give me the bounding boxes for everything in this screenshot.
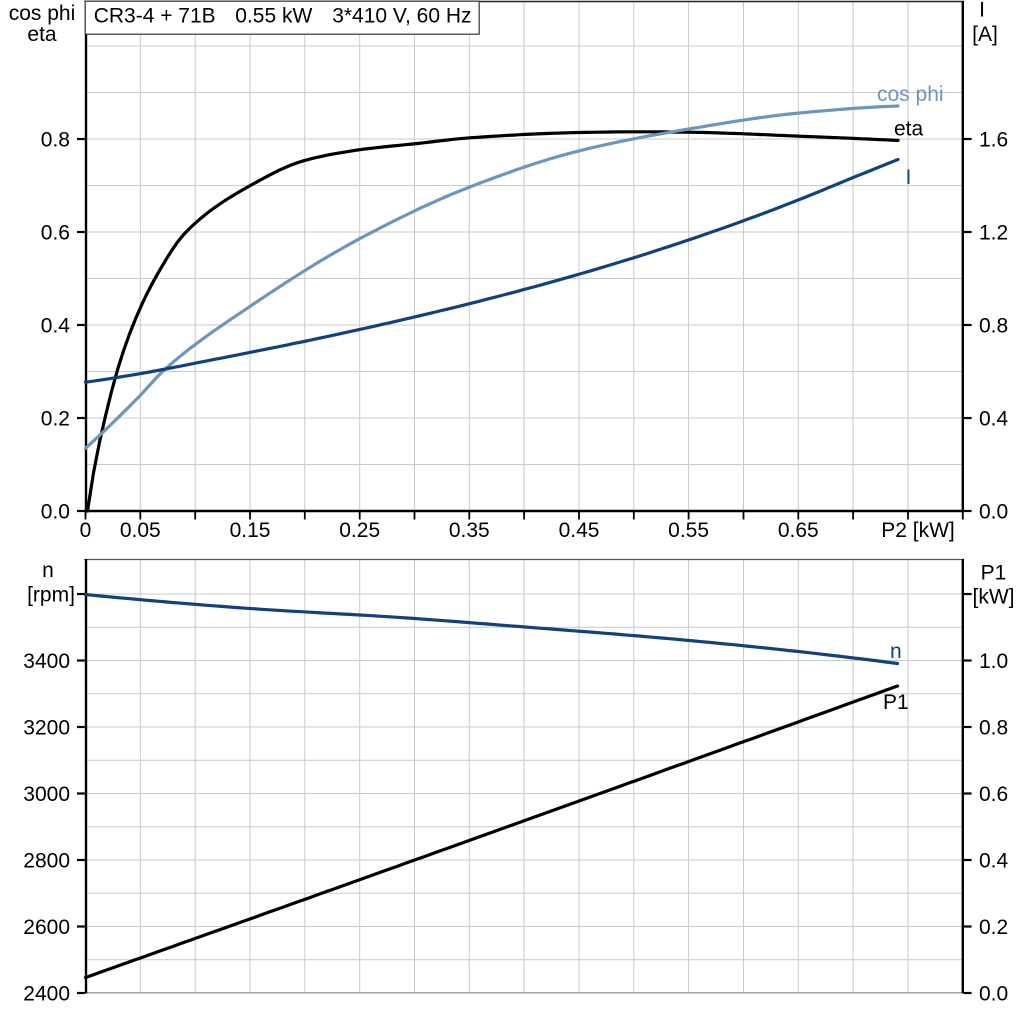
svg-text:0.15: 0.15	[230, 519, 271, 542]
svg-text:2600: 2600	[23, 916, 70, 939]
svg-text:0.2: 0.2	[979, 916, 1008, 939]
svg-text:2400: 2400	[23, 983, 70, 1006]
svg-text:1.6: 1.6	[979, 129, 1008, 152]
svg-text:eta: eta	[27, 23, 57, 46]
svg-text:P1: P1	[981, 562, 1007, 585]
svg-text:0.6: 0.6	[979, 783, 1008, 806]
svg-text:3400: 3400	[23, 650, 70, 673]
svg-text:0.0: 0.0	[979, 501, 1008, 524]
svg-text:eta: eta	[894, 118, 924, 141]
svg-text:CR3-4 + 71B: CR3-4 + 71B	[94, 4, 216, 27]
svg-text:n: n	[890, 640, 902, 663]
svg-text:I: I	[906, 166, 912, 189]
svg-text:0.55 kW: 0.55 kW	[235, 4, 312, 27]
svg-text:1.2: 1.2	[979, 222, 1008, 245]
svg-text:0: 0	[80, 519, 92, 542]
svg-text:0.4: 0.4	[41, 315, 71, 338]
svg-text:[rpm]: [rpm]	[27, 584, 75, 607]
svg-text:P2 [kW]: P2 [kW]	[881, 519, 955, 542]
svg-text:0.55: 0.55	[668, 519, 709, 542]
svg-text:[A]: [A]	[972, 23, 998, 46]
svg-text:0.35: 0.35	[449, 519, 490, 542]
svg-text:cos phi: cos phi	[9, 2, 76, 25]
svg-text:0.45: 0.45	[559, 519, 600, 542]
svg-text:0.05: 0.05	[120, 519, 161, 542]
svg-text:2800: 2800	[23, 850, 70, 873]
svg-text:0.8: 0.8	[979, 315, 1008, 338]
svg-text:0.0: 0.0	[979, 983, 1008, 1006]
svg-text:3200: 3200	[23, 717, 70, 740]
svg-text:0.2: 0.2	[41, 408, 70, 431]
svg-text:0.0: 0.0	[41, 501, 70, 524]
svg-text:I: I	[979, 0, 985, 22]
svg-text:0.8: 0.8	[979, 717, 1008, 740]
svg-text:3*410 V, 60 Hz: 3*410 V, 60 Hz	[332, 4, 471, 27]
svg-text:0.4: 0.4	[979, 408, 1009, 431]
svg-text:0.25: 0.25	[339, 519, 380, 542]
svg-text:0.6: 0.6	[41, 222, 70, 245]
svg-text:cos phi: cos phi	[877, 83, 944, 106]
svg-text:0.65: 0.65	[778, 519, 819, 542]
svg-text:3000: 3000	[23, 783, 70, 806]
svg-text:[kW]: [kW]	[973, 586, 1015, 609]
svg-text:1.0: 1.0	[979, 650, 1008, 673]
svg-text:n: n	[42, 559, 54, 582]
svg-text:0.4: 0.4	[979, 850, 1009, 873]
svg-text:P1: P1	[883, 691, 909, 714]
svg-text:0.8: 0.8	[41, 129, 70, 152]
